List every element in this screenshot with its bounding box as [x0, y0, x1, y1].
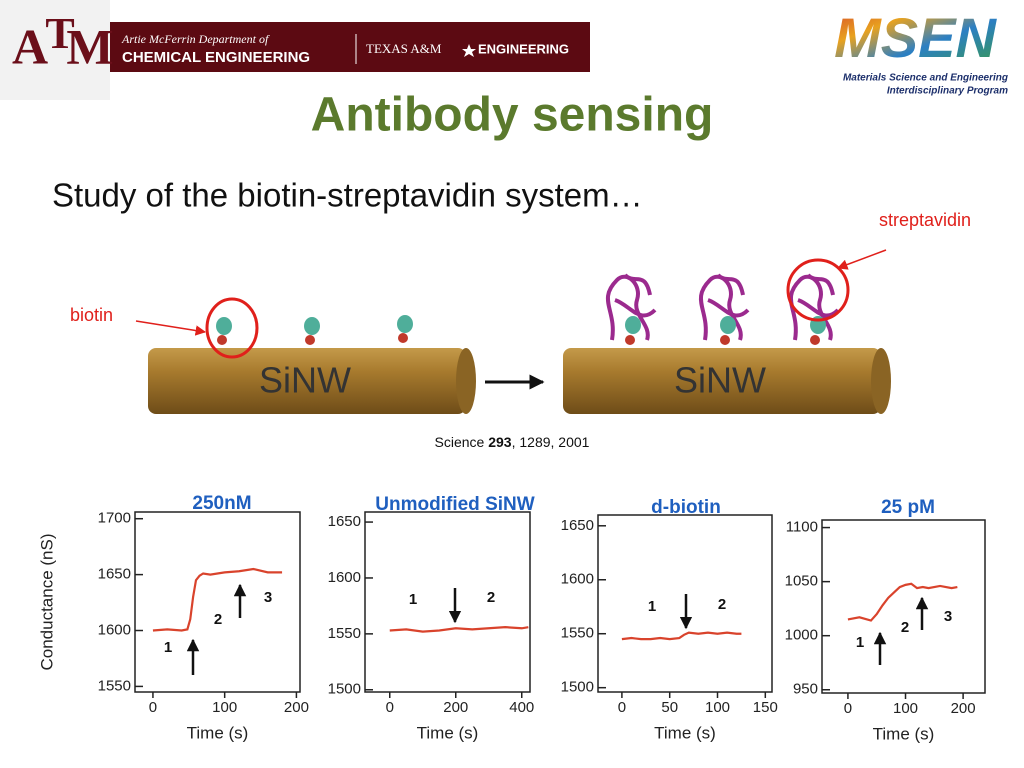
annotation: 2 [214, 611, 222, 628]
y-tick-label: 1700 [98, 510, 131, 527]
nanowire [148, 348, 466, 414]
y-tick-label: 950 [793, 681, 818, 698]
x-tick-label: 100 [705, 699, 730, 716]
wire-label: SiNW [259, 360, 351, 401]
annotation: 3 [264, 589, 272, 606]
x-tick-label: 400 [509, 699, 534, 716]
msen-mark: MSEN [834, 6, 997, 69]
x-tick-label: 50 [661, 699, 678, 716]
y-tick-label: 1550 [328, 625, 361, 642]
annotation: 1 [648, 598, 656, 615]
y-tick-label: 1600 [98, 621, 131, 638]
wire-end [456, 348, 476, 414]
data-line [389, 626, 529, 633]
y-tick-label: 1500 [328, 681, 361, 698]
tamu-logo: A T M Artie McFerrin Department of CHEMI… [0, 0, 590, 100]
chart-title: 250nM [192, 493, 252, 514]
plot-frame [364, 511, 531, 693]
logo-letter: T [45, 9, 74, 58]
x-tick-label: 100 [212, 699, 237, 716]
y-tick-label: 1100 [786, 519, 818, 536]
x-tick-label: 0 [149, 699, 157, 716]
annotation: 3 [944, 608, 952, 625]
plot-frame [134, 511, 301, 693]
x-tick-label: 200 [284, 699, 309, 716]
citation-volume: 293 [488, 434, 512, 450]
x-tick-label: 0 [844, 700, 852, 717]
y-tick-label: 1600 [561, 571, 594, 588]
y-tick-label: 1550 [98, 677, 131, 694]
annotation: 2 [487, 589, 495, 606]
wire-end [871, 348, 891, 414]
citation: Science 293, 1289, 2001 [435, 434, 590, 450]
streptavidin-label: streptavidin [879, 210, 971, 230]
data-line [847, 582, 958, 622]
chart-title: 25 pM [881, 497, 935, 518]
biotin-molecules [216, 315, 413, 345]
x-axis-label: Time (s) [654, 723, 716, 742]
streptavidin-molecules [606, 273, 840, 345]
x-tick-label: 0 [386, 699, 394, 716]
annotation: 2 [718, 596, 726, 613]
citation-part: Science [435, 434, 485, 450]
slide-title: Antibody sensing [311, 89, 714, 142]
plot-frame [597, 514, 773, 693]
chart-title: Unmodified SiNW [375, 494, 535, 515]
y-tick-label: 1650 [98, 566, 131, 583]
y-tick-label: 1650 [328, 513, 361, 530]
y-axis-label: Conductance (nS) [37, 533, 56, 670]
msen-line: Materials Science and Engineering [843, 73, 1008, 84]
data-line [621, 631, 742, 641]
highlight-circle [786, 258, 850, 322]
plot-frame [821, 519, 986, 694]
x-tick-label: 0 [618, 699, 626, 716]
label-arrow [135, 320, 207, 336]
annotation: 1 [409, 591, 417, 608]
data-line [152, 567, 283, 632]
chart-title: d-biotin [651, 497, 721, 518]
highlight-circle [205, 297, 259, 359]
logo-bg [0, 0, 110, 100]
annotation: 2 [901, 619, 909, 636]
logo-letter: M [66, 18, 113, 74]
subtitle: Study of the biotin-streptavidin system… [52, 177, 643, 214]
y-tick-label: 1600 [328, 569, 361, 586]
x-tick-label: 100 [893, 700, 918, 717]
dept-name: CHEMICAL ENGINEERING [122, 49, 310, 66]
y-tick-label: 1050 [785, 573, 818, 590]
x-axis-label: Time (s) [187, 723, 249, 742]
x-tick-label: 200 [951, 700, 976, 717]
texas-am: TEXAS A&M [366, 41, 442, 56]
x-axis-label: Time (s) [873, 724, 935, 743]
x-axis-label: Time (s) [417, 723, 479, 742]
y-tick-label: 1550 [561, 625, 594, 642]
logo-letter: A [12, 18, 48, 74]
x-tick-label: 200 [443, 699, 468, 716]
biotin-label: biotin [70, 305, 113, 325]
citation-part: , 1289, 2001 [512, 434, 590, 450]
diagram: SiNW SiNW biotin streptavidin Science 29… [70, 210, 971, 450]
star [462, 44, 476, 57]
wire-label: SiNW [674, 360, 766, 401]
msen-line: Interdisciplinary Program [887, 86, 1008, 97]
y-tick-label: 1500 [561, 679, 594, 696]
annotation: 1 [856, 634, 864, 651]
y-tick-label: 1000 [785, 627, 818, 644]
dept-line: Artie McFerrin Department of [121, 32, 270, 46]
annotation: 1 [164, 639, 172, 656]
nanowire [563, 348, 881, 414]
logo-bar [110, 22, 590, 72]
engineering: ENGINEERING [478, 41, 569, 56]
y-tick-label: 1650 [561, 517, 594, 534]
label-arrow [837, 249, 887, 270]
msen-logo: MSEN Materials Science and Engineering I… [834, 6, 1008, 97]
x-tick-label: 150 [753, 699, 778, 716]
